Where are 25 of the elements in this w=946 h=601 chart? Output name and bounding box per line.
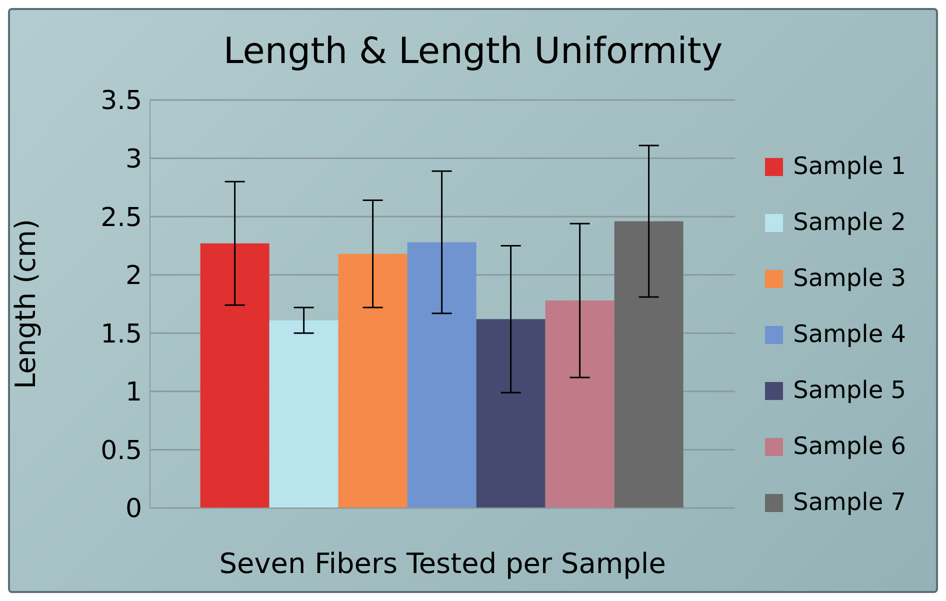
bar: [476, 319, 546, 508]
bar: [338, 254, 408, 508]
bar: [269, 320, 338, 508]
bar: [200, 243, 270, 508]
y-tick-label: 2.5: [100, 202, 142, 233]
bar: [545, 300, 614, 508]
bar: [407, 242, 476, 508]
y-tick-label: 3: [125, 144, 142, 175]
bar: [614, 221, 684, 508]
y-tick-label: 0.5: [100, 436, 142, 466]
y-tick-label: 2: [125, 261, 142, 292]
y-tick-label: 0: [125, 494, 142, 524]
y-tick-label: 3.5: [100, 86, 142, 116]
y-tick-label: 1: [125, 378, 142, 408]
legend-label: Sample 1: [793, 152, 906, 180]
chart-title: Length & Length Uniformity: [222, 30, 724, 74]
legend-label: Sample 6: [793, 432, 906, 460]
legend-label: Sample 2: [793, 208, 906, 236]
legend-label: Sample 7: [793, 488, 906, 516]
y-axis-title: Length (cm): [8, 219, 42, 389]
legend-label: Sample 4: [793, 320, 906, 348]
legend-label: Sample 3: [793, 264, 906, 292]
y-tick-label: 1.5: [100, 319, 142, 350]
x-axis-title: Seven Fibers Tested per Sample: [219, 547, 666, 580]
legend-label: Sample 5: [793, 376, 906, 404]
